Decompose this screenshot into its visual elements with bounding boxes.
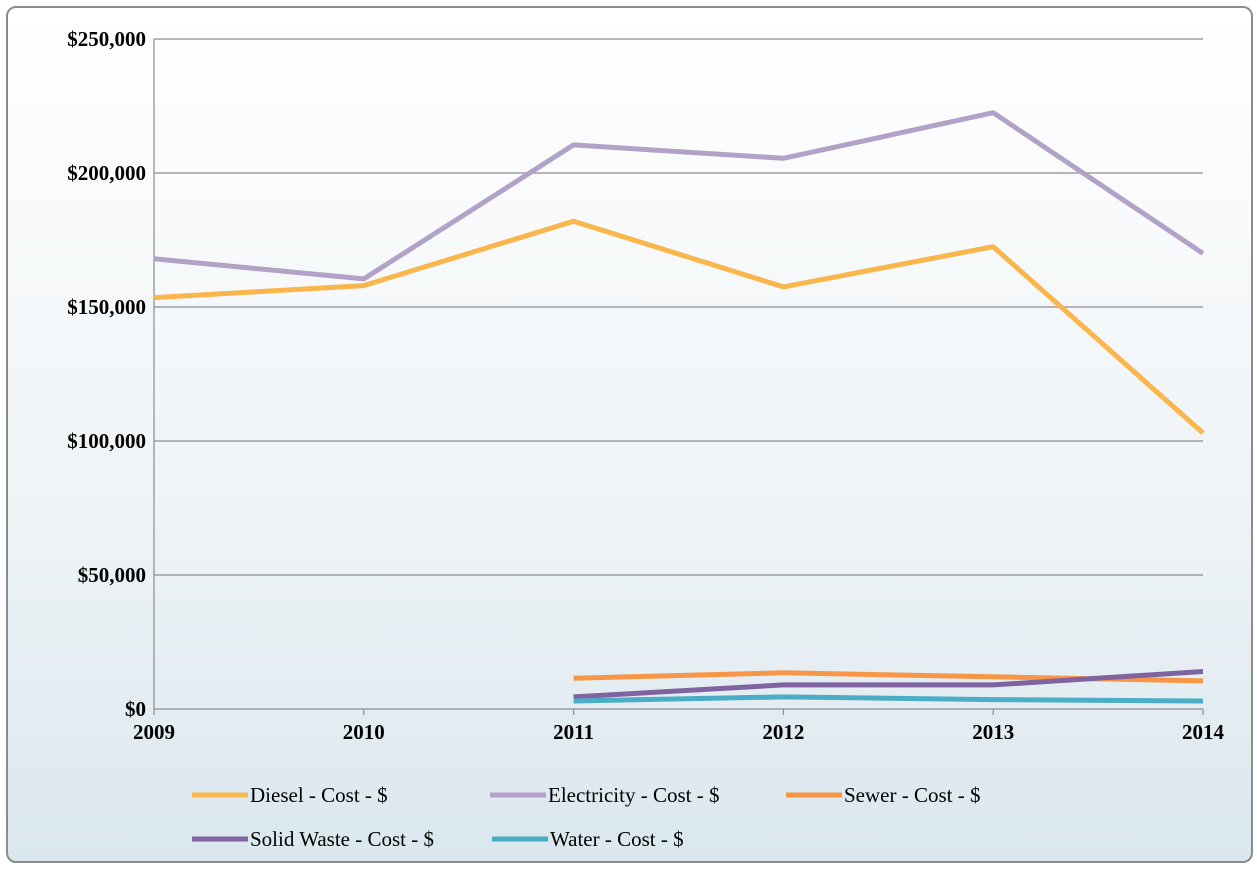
legend-label-electricity: Electricity - Cost - $ (548, 783, 719, 807)
y-tick-label: $250,000 (67, 27, 146, 51)
x-tick-label: 2013 (972, 720, 1014, 744)
y-tick-label: $200,000 (67, 161, 146, 185)
x-tick-label: 2014 (1182, 720, 1225, 744)
y-tick-label: $50,000 (78, 563, 146, 587)
axes: $0 $50,000 $100,000 $150,000 $200,000 $250,00… (67, 27, 1224, 744)
legend: Diesel - Cost - $ Electricity - Cost - $ S… (192, 783, 980, 851)
line-chart: $0 $50,000 $100,000 $150,000 $200,000 $250,00… (67, 27, 1224, 851)
x-tick-label: 2009 (133, 720, 175, 744)
y-tick-label: $150,000 (67, 295, 146, 319)
x-tick-label: 2010 (343, 720, 385, 744)
series-line-solid-waste (573, 669, 1204, 700)
x-tick-label: 2011 (553, 720, 594, 744)
series-line-water (573, 694, 1204, 704)
gridlines (154, 38, 1203, 576)
legend-label-solid-waste: Solid Waste - Cost - $ (250, 827, 434, 851)
legend-label-diesel: Diesel - Cost - $ (250, 783, 388, 807)
x-tick-label: 2012 (762, 720, 804, 744)
y-tick-label: $100,000 (67, 429, 146, 453)
legend-label-sewer: Sewer - Cost - $ (844, 783, 980, 807)
series-line-diesel (153, 218, 1205, 435)
y-tick-label: $0 (125, 697, 146, 721)
legend-label-water: Water - Cost - $ (550, 827, 684, 851)
series-line-electricity (153, 110, 1205, 282)
series-lines (153, 110, 1205, 704)
chart-frame: $0 $50,000 $100,000 $150,000 $200,000 $250,00… (6, 6, 1253, 863)
